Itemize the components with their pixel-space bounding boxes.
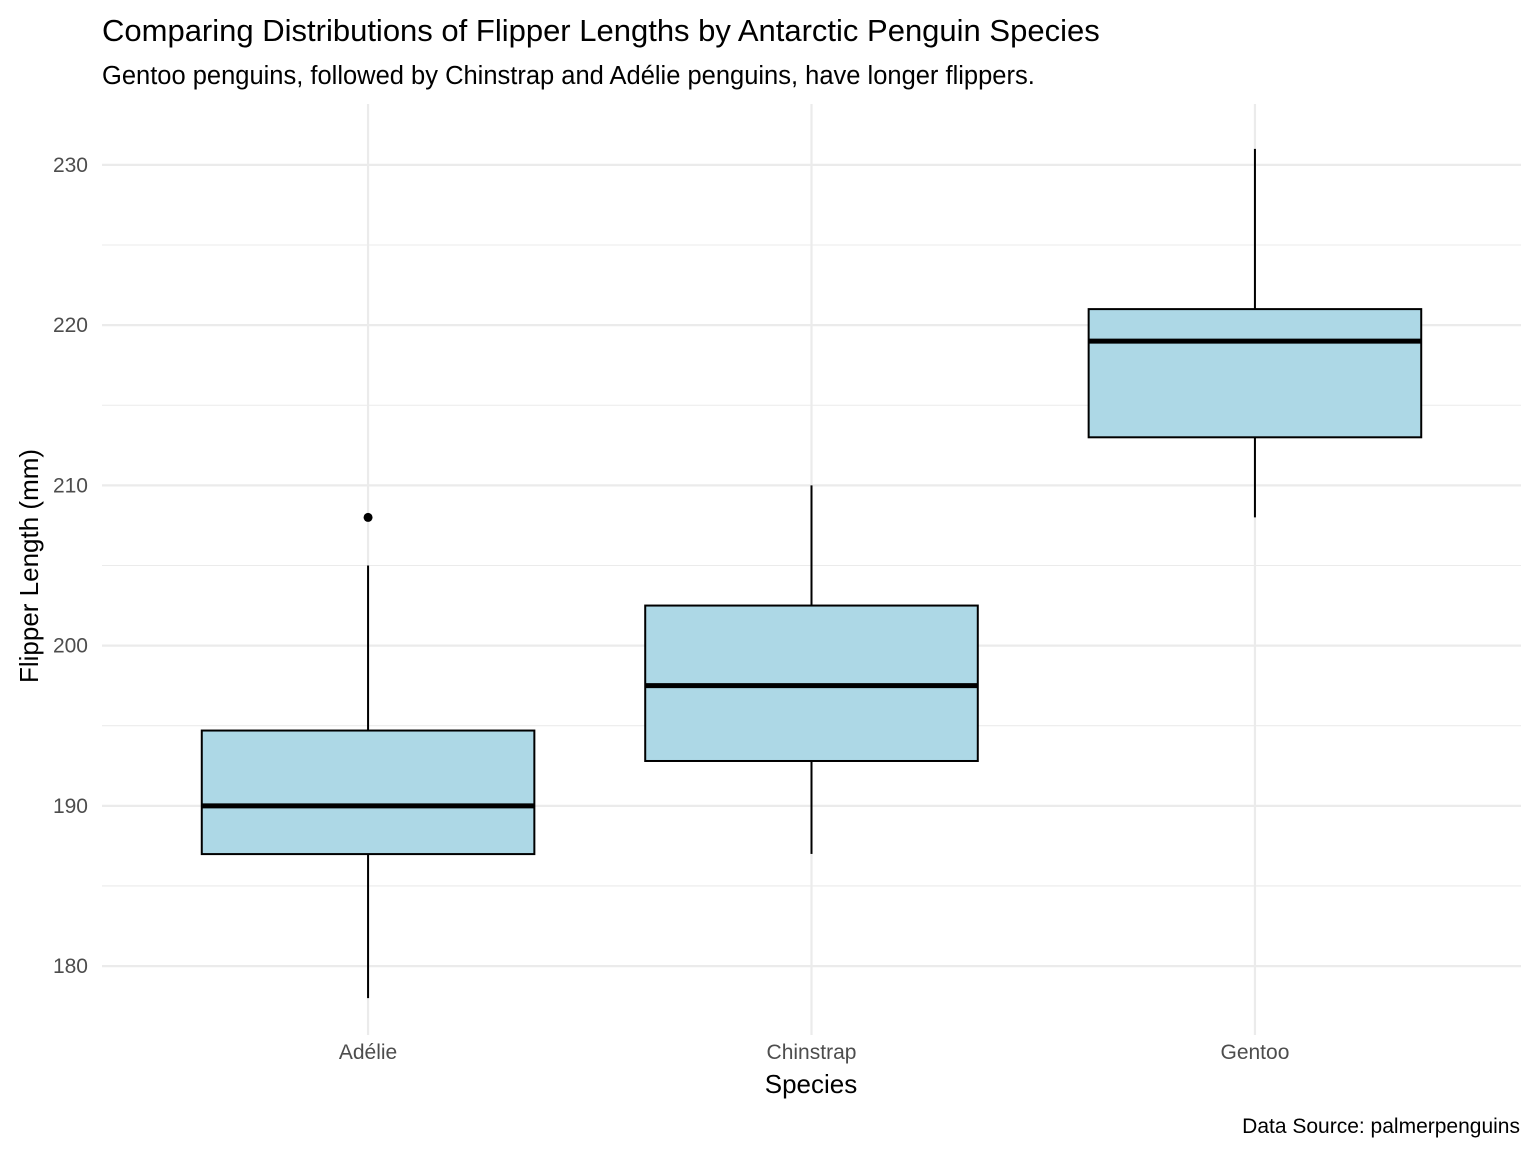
x-axis-ticks: Adélie Chinstrap Gentoo — [339, 1041, 1290, 1064]
box-body — [1087, 308, 1423, 439]
box-1 — [200, 512, 536, 999]
chart-subtitle: Gentoo penguins, followed by Chinstrap a… — [102, 62, 1035, 90]
outlier-point — [363, 512, 373, 522]
x-tick-label: Adélie — [339, 1041, 397, 1064]
y-tick-label: 190 — [53, 795, 88, 818]
y-axis-label: Flipper Length (mm) — [14, 449, 44, 683]
x-tick-label: Gentoo — [1220, 1041, 1289, 1064]
box-2 — [644, 485, 979, 854]
y-tick-label: 180 — [53, 955, 88, 978]
chart-title: Comparing Distributions of Flipper Lengt… — [102, 13, 1100, 48]
y-tick-label: 200 — [53, 635, 88, 658]
box-layer — [200, 148, 1423, 999]
y-tick-label: 210 — [53, 474, 88, 497]
box-body — [200, 729, 536, 856]
chart-caption: Data Source: palmerpenguins — [1242, 1115, 1520, 1138]
y-tick-label: 220 — [53, 314, 88, 337]
x-tick-label: Chinstrap — [767, 1041, 857, 1064]
y-axis-ticks: 180 190 200 210 220 230 — [53, 154, 88, 978]
x-axis-label: Species — [765, 1069, 858, 1099]
box-3 — [1087, 148, 1423, 518]
y-tick-label: 230 — [53, 154, 88, 177]
